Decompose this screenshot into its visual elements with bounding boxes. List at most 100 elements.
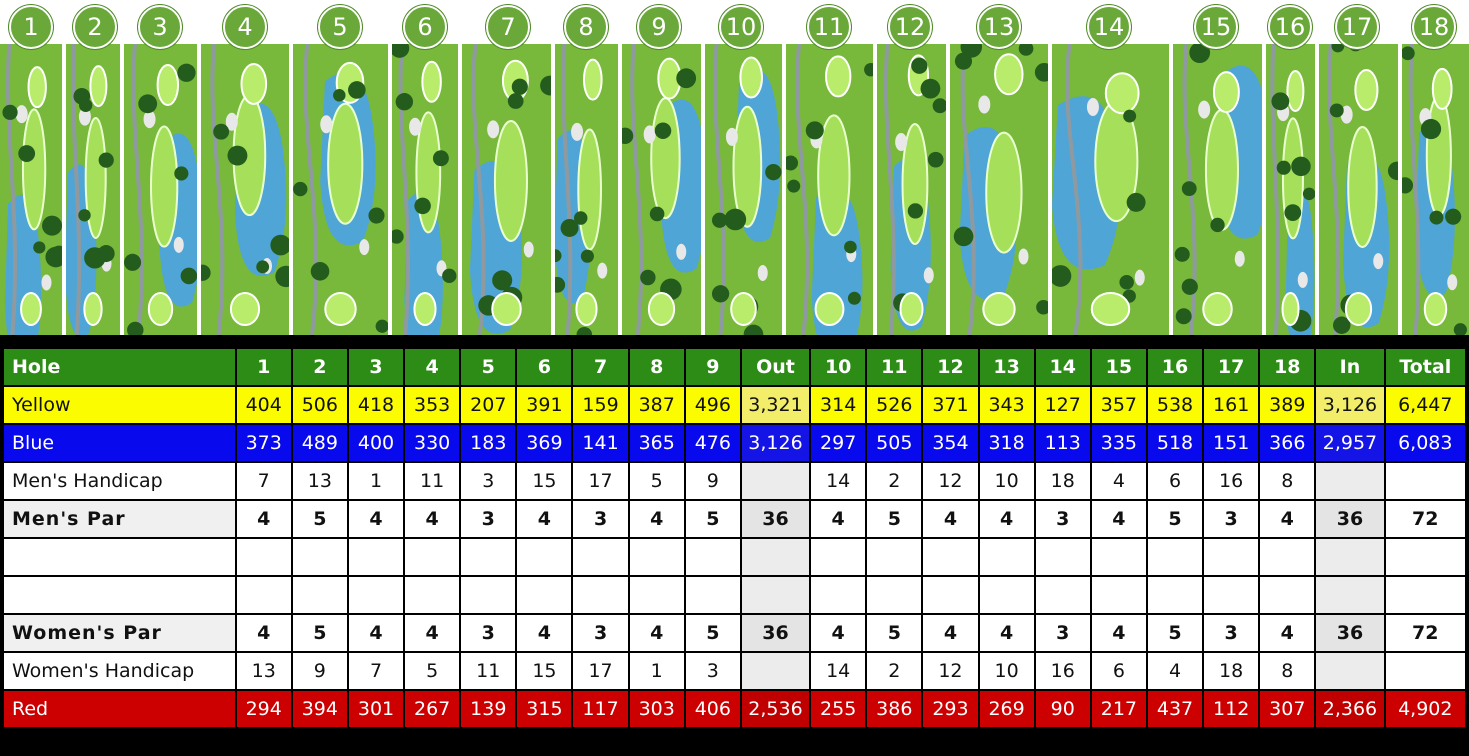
score-cell: 6,083 — [1385, 425, 1465, 461]
hole-map-12[interactable]: 12 — [877, 0, 946, 335]
score-cell: 297 — [811, 425, 866, 461]
score-cell: 5 — [867, 501, 922, 537]
score-cell: 476 — [685, 425, 740, 461]
score-cell: 14 — [1035, 349, 1090, 385]
score-cell: 315 — [517, 691, 572, 727]
score-cell: 161 — [1204, 387, 1259, 423]
score-cell: 4 — [1091, 463, 1146, 499]
score-cell: 1 — [348, 463, 404, 499]
score-cell — [1316, 577, 1384, 613]
hole-map-8[interactable]: 8 — [555, 0, 618, 335]
score-cell: 3 — [573, 501, 628, 537]
hole-map-13[interactable]: 13 — [950, 0, 1048, 335]
score-cell: 400 — [348, 425, 404, 461]
score-cell: 4 — [979, 501, 1034, 537]
score-cell: 15 — [517, 653, 572, 689]
hole-map-9[interactable]: 9 — [622, 0, 701, 335]
score-cell: 2,366 — [1316, 691, 1384, 727]
scorecard-row-plain — [4, 577, 1465, 613]
score-cell — [461, 577, 516, 613]
scorecard-row-plain — [4, 539, 1465, 575]
score-cell: 5 — [629, 463, 684, 499]
score-cell: 538 — [1147, 387, 1203, 423]
score-cell — [1147, 539, 1203, 575]
score-cell: 5 — [1147, 615, 1203, 651]
score-cell: 371 — [923, 387, 978, 423]
hole-map-illustration — [950, 44, 1048, 335]
header-row: Hole 1 2 3 4 5 6 7 8 9 Out 10 11 12 13 14 15 16 17 18 In Tota… — [4, 349, 1465, 385]
score-cell — [1260, 577, 1315, 613]
score-cell: 13 — [292, 463, 347, 499]
score-cell: 3 — [573, 615, 628, 651]
score-cell: 343 — [979, 387, 1034, 423]
score-cell: 1 — [629, 653, 684, 689]
score-cell: 5 — [685, 501, 740, 537]
hole-map-15[interactable]: 15 — [1173, 0, 1262, 335]
hole-map-10[interactable]: 10 — [705, 0, 782, 335]
hole-map-4[interactable]: 4 — [201, 0, 289, 335]
score-cell: 293 — [923, 691, 978, 727]
score-cell: 6 — [517, 349, 572, 385]
hole-map-7[interactable]: 7 — [462, 0, 551, 335]
score-cell: 1 — [236, 349, 291, 385]
hole-number-badge: 15 — [1194, 5, 1238, 49]
score-cell: 365 — [629, 425, 684, 461]
score-cell — [1204, 539, 1259, 575]
score-cell: 505 — [867, 425, 922, 461]
score-cell: 5 — [1147, 501, 1203, 537]
hole-map-1[interactable]: 1 — [0, 0, 62, 335]
hole-map-17[interactable]: 17 — [1319, 0, 1398, 335]
score-cell: 4 — [348, 501, 404, 537]
hole-map-3[interactable]: 3 — [124, 0, 197, 335]
hole-map-illustration — [1266, 44, 1315, 335]
score-cell: 4 — [517, 501, 572, 537]
score-cell: 6,447 — [1385, 387, 1465, 423]
score-cell: 335 — [1091, 425, 1146, 461]
score-cell: 151 — [1204, 425, 1259, 461]
score-cell: 4 — [1147, 653, 1203, 689]
hole-map-illustration — [124, 44, 197, 335]
score-cell: 3 — [461, 501, 516, 537]
score-cell — [1385, 653, 1465, 689]
score-cell: 3 — [348, 349, 404, 385]
score-cell: 2 — [867, 463, 922, 499]
hole-map-14[interactable]: 14 — [1052, 0, 1169, 335]
hole-map-2[interactable]: 2 — [66, 0, 120, 335]
hole-number-badge: 11 — [807, 5, 851, 49]
hole-map-5[interactable]: 5 — [293, 0, 388, 335]
hole-map-6[interactable]: 6 — [392, 0, 458, 335]
hole-map-illustration — [66, 44, 120, 335]
row-label: Men's Par — [4, 501, 235, 537]
score-cell: 526 — [867, 387, 922, 423]
hole-map-16[interactable]: 16 — [1266, 0, 1315, 335]
hole-number-badge: 5 — [318, 5, 362, 49]
score-cell — [867, 539, 922, 575]
score-cell: 12 — [923, 349, 978, 385]
score-cell — [741, 653, 810, 689]
score-cell: 36 — [741, 615, 810, 651]
score-cell: 17 — [573, 463, 628, 499]
score-cell: 314 — [811, 387, 866, 423]
score-cell: 90 — [1035, 691, 1090, 727]
score-cell: 36 — [1316, 615, 1384, 651]
score-cell — [1385, 577, 1465, 613]
score-cell: 141 — [573, 425, 628, 461]
hole-map-illustration — [1052, 44, 1169, 335]
score-cell: 4 — [405, 615, 460, 651]
score-cell: 3 — [1035, 501, 1090, 537]
score-cell: 5 — [867, 615, 922, 651]
hole-number-badge: 10 — [719, 5, 763, 49]
hole-number-badge: 1 — [9, 5, 53, 49]
score-cell: 496 — [685, 387, 740, 423]
hole-map-illustration — [1319, 44, 1398, 335]
hole-map-18[interactable]: 18 — [1402, 0, 1469, 335]
score-cell: 11 — [405, 463, 460, 499]
score-cell: 4 — [517, 615, 572, 651]
score-cell: 72 — [1385, 615, 1465, 651]
score-cell: 307 — [1260, 691, 1315, 727]
score-cell: 3 — [1204, 501, 1259, 537]
score-cell: 387 — [629, 387, 684, 423]
score-cell: 159 — [573, 387, 628, 423]
hole-map-11[interactable]: 11 — [786, 0, 873, 335]
hole-map-illustration — [877, 44, 946, 335]
